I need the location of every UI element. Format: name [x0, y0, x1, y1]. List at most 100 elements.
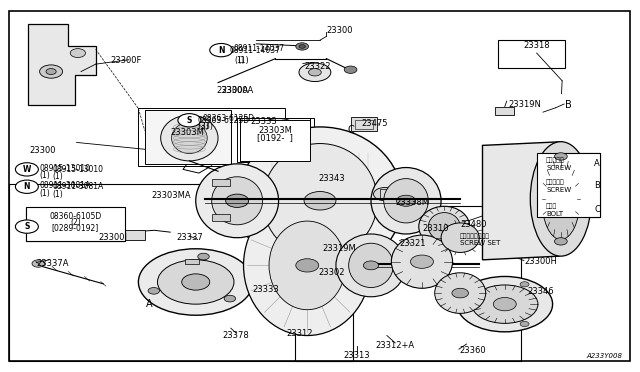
- Ellipse shape: [441, 223, 479, 253]
- Text: 08911-14037: 08911-14037: [230, 46, 280, 55]
- Text: (3): (3): [198, 122, 209, 131]
- Text: 23300F: 23300F: [110, 56, 141, 65]
- Text: N: N: [218, 46, 225, 55]
- Circle shape: [138, 249, 253, 315]
- Bar: [355, 120, 373, 129]
- Circle shape: [299, 63, 331, 81]
- Text: S: S: [24, 222, 29, 231]
- Circle shape: [344, 66, 357, 73]
- Text: (1): (1): [40, 171, 51, 180]
- Bar: [26, 208, 124, 241]
- Text: 08360-6105D: 08360-6105D: [49, 212, 101, 221]
- Text: スクリューセット: スクリューセット: [460, 233, 490, 239]
- Text: 08363-6125D: 08363-6125D: [198, 116, 250, 125]
- Ellipse shape: [226, 194, 248, 208]
- Circle shape: [157, 260, 234, 304]
- Circle shape: [224, 295, 236, 302]
- Bar: [380, 189, 390, 199]
- Ellipse shape: [262, 144, 378, 258]
- Circle shape: [210, 44, 233, 57]
- Text: C: C: [594, 205, 600, 215]
- Text: 23318: 23318: [524, 41, 550, 50]
- Text: 23303M: 23303M: [259, 126, 292, 135]
- Circle shape: [472, 285, 538, 323]
- Circle shape: [308, 68, 321, 76]
- Ellipse shape: [161, 115, 218, 161]
- Circle shape: [299, 45, 305, 48]
- Circle shape: [70, 49, 86, 58]
- Ellipse shape: [304, 192, 336, 210]
- Text: 23312+A: 23312+A: [376, 341, 415, 350]
- Circle shape: [520, 321, 529, 327]
- Text: (1): (1): [237, 56, 249, 65]
- Ellipse shape: [244, 195, 371, 336]
- Text: [0289-0192]: [0289-0192]: [52, 224, 99, 232]
- Text: (1): (1): [52, 172, 63, 181]
- Text: SCREW SET: SCREW SET: [460, 240, 500, 246]
- Text: 23300J: 23300J: [99, 233, 127, 242]
- Ellipse shape: [435, 273, 486, 313]
- Text: 23300A: 23300A: [221, 86, 253, 94]
- Text: SCREW: SCREW: [546, 164, 572, 170]
- Circle shape: [148, 288, 159, 294]
- Text: スクリュー: スクリュー: [546, 157, 565, 163]
- Ellipse shape: [419, 206, 470, 247]
- Text: 23300: 23300: [29, 147, 56, 155]
- Text: 23319N: 23319N: [508, 100, 541, 109]
- Bar: [537, 153, 600, 217]
- Text: 23300A: 23300A: [217, 86, 249, 95]
- Text: 23312: 23312: [286, 329, 313, 338]
- Text: 23475: 23475: [362, 119, 388, 128]
- Text: 23343: 23343: [318, 174, 345, 183]
- Bar: [241, 119, 310, 161]
- Bar: [212, 179, 230, 186]
- Text: 08915-13010: 08915-13010: [52, 165, 104, 174]
- Text: 23302: 23302: [318, 268, 345, 277]
- Bar: [537, 153, 600, 217]
- Circle shape: [15, 220, 38, 233]
- Text: 23322: 23322: [304, 61, 331, 71]
- Text: 23333: 23333: [252, 285, 279, 294]
- Bar: [94, 230, 145, 240]
- Ellipse shape: [531, 142, 591, 256]
- Circle shape: [15, 180, 38, 193]
- Ellipse shape: [237, 127, 403, 275]
- Circle shape: [32, 260, 45, 267]
- Ellipse shape: [452, 288, 468, 298]
- Text: B: B: [565, 100, 572, 110]
- Text: 23321: 23321: [399, 239, 426, 248]
- Circle shape: [198, 253, 209, 260]
- Ellipse shape: [410, 255, 433, 268]
- Text: 23303MA: 23303MA: [151, 191, 191, 200]
- Circle shape: [554, 153, 567, 160]
- Bar: [294, 206, 521, 361]
- Bar: [212, 214, 230, 221]
- Circle shape: [457, 276, 552, 332]
- Circle shape: [46, 68, 56, 74]
- Text: 23313: 23313: [344, 351, 371, 360]
- Bar: [26, 208, 125, 241]
- Text: 08915-13010: 08915-13010: [40, 164, 91, 173]
- Bar: [185, 259, 199, 264]
- Text: [0192-  ]: [0192- ]: [257, 134, 293, 142]
- Ellipse shape: [396, 195, 415, 206]
- Text: (3): (3): [202, 122, 213, 131]
- Circle shape: [554, 238, 567, 245]
- Ellipse shape: [384, 179, 428, 223]
- Text: 23300H: 23300H: [524, 257, 557, 266]
- Text: 23319M: 23319M: [323, 244, 356, 253]
- Circle shape: [40, 65, 63, 78]
- Text: 23346: 23346: [527, 287, 554, 296]
- Ellipse shape: [428, 212, 460, 241]
- Polygon shape: [28, 23, 96, 105]
- Ellipse shape: [212, 177, 262, 225]
- Bar: [138, 109, 285, 166]
- Ellipse shape: [392, 235, 452, 288]
- Ellipse shape: [541, 158, 580, 240]
- Text: (2): (2): [70, 218, 81, 227]
- Text: (1): (1): [234, 56, 244, 65]
- Circle shape: [493, 298, 516, 311]
- Ellipse shape: [172, 122, 207, 154]
- Ellipse shape: [364, 261, 379, 270]
- Bar: [145, 110, 231, 164]
